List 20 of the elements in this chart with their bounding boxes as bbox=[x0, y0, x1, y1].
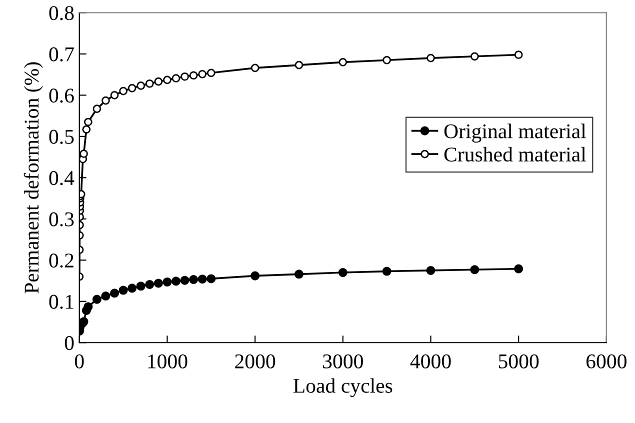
x-tick-label: 1000 bbox=[148, 354, 188, 368]
x-axis-title: Load cycles bbox=[293, 378, 392, 398]
y-tick-label: 0.6 bbox=[49, 88, 74, 103]
x-tick-label: 2000 bbox=[235, 354, 276, 368]
y-tick-label: 0.4 bbox=[49, 171, 74, 186]
x-tick-label: 4000 bbox=[410, 354, 451, 368]
legend-label: Crushed material bbox=[444, 146, 586, 162]
x-tick-label: 5000 bbox=[498, 354, 539, 368]
y-tick-label: 0.5 bbox=[49, 130, 74, 144]
y-axis-title: Permanent deformation (%) bbox=[24, 62, 43, 294]
y-tick-label: 0.1 bbox=[49, 294, 74, 309]
y-tick-label: 0 bbox=[64, 336, 74, 350]
y-tick-label: 0.8 bbox=[49, 6, 74, 20]
y-tick-label: 0.7 bbox=[49, 47, 74, 62]
y-tick-label: 0.3 bbox=[49, 212, 74, 226]
x-tick-label: 6000 bbox=[586, 354, 626, 368]
x-tick-label: 3000 bbox=[323, 354, 363, 368]
x-tick-label: 0 bbox=[74, 354, 84, 368]
y-tick-label: 0.2 bbox=[49, 254, 74, 268]
legend-label: Original material bbox=[444, 124, 586, 143]
